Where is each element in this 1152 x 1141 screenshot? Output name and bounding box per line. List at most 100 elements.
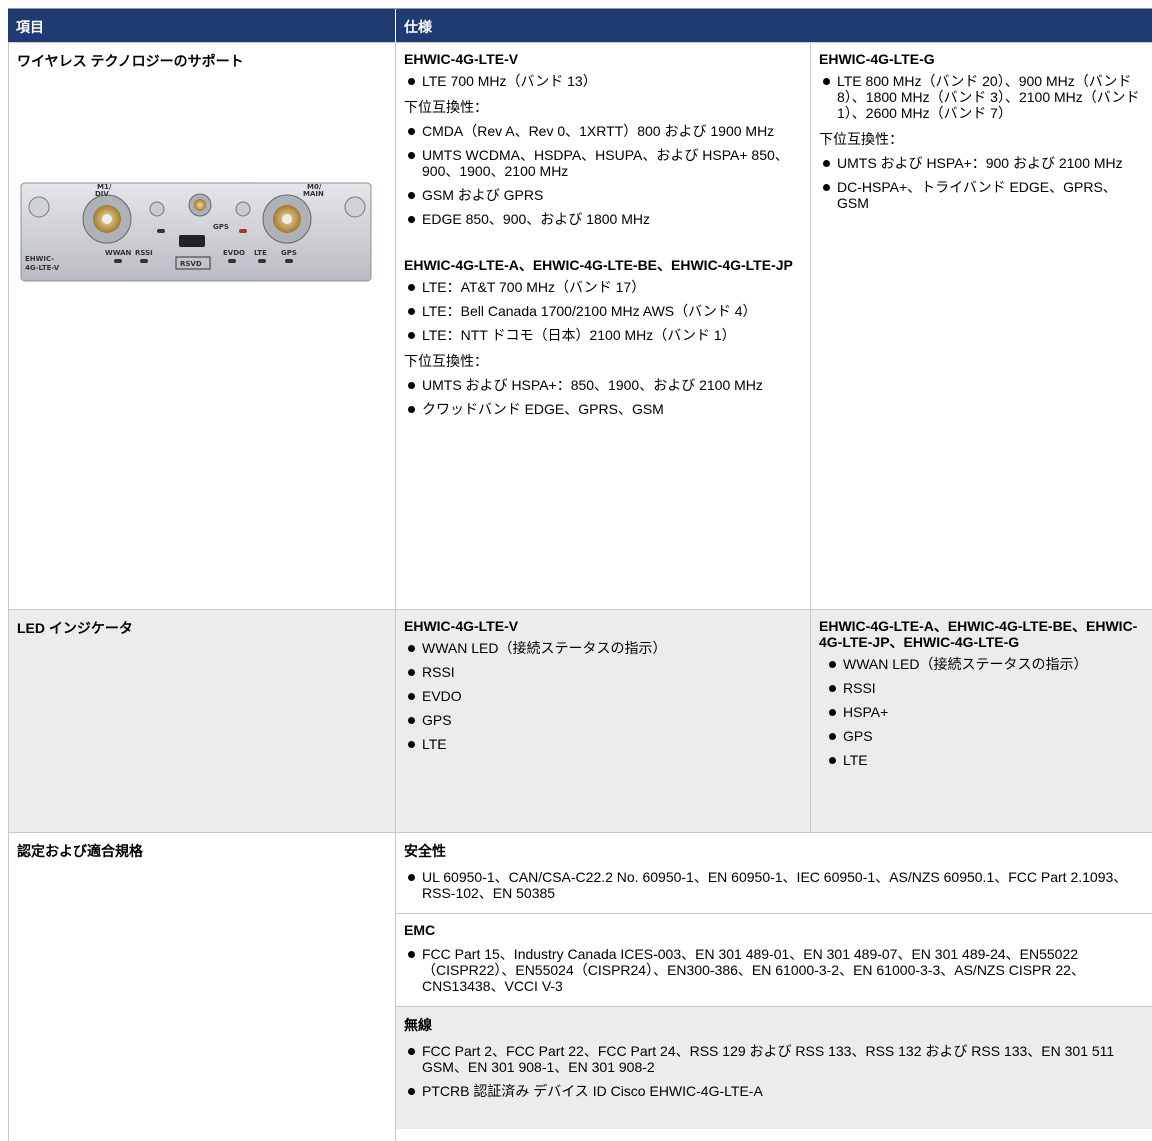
list-item: GPS xyxy=(825,728,1144,744)
table-row: LED インジケータ EHWIC-4G-LTE-V WWAN LED（接続ステータ… xyxy=(8,610,1152,833)
bullet xyxy=(408,382,415,389)
compat-label: 下位互換性： xyxy=(404,353,488,369)
list-item: LTE 700 MHz（バンド 13） xyxy=(404,73,802,89)
bullet xyxy=(408,693,415,700)
list-item: LTE：AT&T 700 MHz（バンド 17） xyxy=(404,279,802,295)
bullet xyxy=(829,661,836,668)
photo-label: 4G-LTE-V xyxy=(25,264,60,272)
model-name: EHWIC-4G-LTE-V xyxy=(404,618,519,634)
list-text: WWAN LED（接続ステータスの指示） xyxy=(843,656,1088,672)
bullet xyxy=(829,733,836,740)
bullet xyxy=(408,717,415,724)
list-text: EVDO xyxy=(422,688,462,704)
list-text: HSPA+ xyxy=(843,704,889,720)
row-item: LED インジケータ xyxy=(8,610,395,832)
list-item: DC-HSPA+、トライバンド EDGE、GPRS、GSM xyxy=(819,179,1144,211)
spec-cell: EHWIC-4G-LTE-V LTE 700 MHz（バンド 13） 下位互換性： C… xyxy=(395,43,810,609)
section: EMC FCC Part 15、Industry Canada ICES-003、… xyxy=(396,914,1152,1007)
list-item: LTE xyxy=(404,736,802,752)
bullet xyxy=(408,1048,415,1055)
list-item: LTE 800 MHz（バンド 20）、900 MHz（バンド 8）、1800 … xyxy=(819,73,1144,121)
list-text: LTE：Bell Canada 1700/2100 MHz AWS（バンド 4） xyxy=(422,303,757,319)
list-text: GPS xyxy=(843,728,873,744)
photo-label: LTE xyxy=(254,249,267,257)
model-name: EHWIC-4G-LTE-V xyxy=(404,51,519,67)
list-item: LTE：NTT ドコモ（日本）2100 MHz（バンド 1） xyxy=(404,327,802,343)
bullet xyxy=(408,284,415,291)
list-text: LTE 800 MHz（バンド 20）、900 MHz（バンド 8）、1800 … xyxy=(837,73,1140,121)
bullet xyxy=(823,184,830,191)
row-item: ワイヤレス テクノロジーのサポート M1/ xyxy=(8,43,395,609)
list-item: EDGE 850、900、および 1800 MHz xyxy=(404,211,802,227)
list-item: CMDA（Rev A、Rev 0、1XRTT）800 および 1900 MHz xyxy=(404,123,802,139)
list-item: FCC Part 2、FCC Part 22、FCC Part 24、RSS 1… xyxy=(404,1043,1144,1075)
list-text: FCC Part 15、Industry Canada ICES-003、EN … xyxy=(422,946,1085,994)
list-text: LTE：NTT ドコモ（日本）2100 MHz（バンド 1） xyxy=(422,327,736,343)
photo-label: DIV xyxy=(95,190,109,198)
bullet xyxy=(408,78,415,85)
list-item: RSSI xyxy=(404,664,802,680)
photo-label: M0/ xyxy=(307,183,322,191)
bullet xyxy=(408,332,415,339)
list-text: UMTS および HSPA+：850、1900、および 2100 MHz xyxy=(422,377,763,393)
bullet xyxy=(408,669,415,676)
photo-label: MAIN xyxy=(303,190,324,198)
header-spec: 仕様 xyxy=(395,9,1152,42)
list-item: UMTS WCDMA、HSDPA、HSUPA、および HSPA+ 850、900… xyxy=(404,147,802,179)
module-photo: M1/ DIV GPS M0/ MAIN EHWIC- 4G-LTE-V WWA… xyxy=(20,182,372,282)
photo-label: WWAN xyxy=(105,249,132,257)
bullet-list: LTE：AT&T 700 MHz（バンド 17） LTE：Bell Canada … xyxy=(404,279,802,343)
list-text: PTCRB 認証済み デバイス ID Cisco EHWIC-4G-LTE-A xyxy=(422,1083,763,1099)
bullet-list: FCC Part 2、FCC Part 22、FCC Part 24、RSS 1… xyxy=(404,1043,1144,1099)
bullet xyxy=(408,308,415,315)
list-item: UMTS および HSPA+：850、1900、および 2100 MHz xyxy=(404,377,802,393)
list-text: LTE xyxy=(422,736,447,752)
bullet-list: UMTS および HSPA+：900 および 2100 MHz DC-HSPA+、… xyxy=(819,155,1144,211)
list-text: DC-HSPA+、トライバンド EDGE、GPRS、GSM xyxy=(837,179,1117,211)
bullet xyxy=(408,874,415,881)
spec-table: 項目 仕様 ワイヤレス テクノロジーのサポート xyxy=(8,8,1152,1141)
header-row: 項目 仕様 xyxy=(8,9,1152,43)
photo-label: M1/ xyxy=(97,183,112,191)
compat-label: 下位互換性： xyxy=(819,131,903,147)
section-title: 安全性 xyxy=(404,843,446,859)
list-item: UL 60950-1、CAN/CSA-C22.2 No. 60950-1、EN … xyxy=(404,869,1144,901)
list-text: UMTS および HSPA+：900 および 2100 MHz xyxy=(837,155,1123,171)
list-item: PTCRB 認証済み デバイス ID Cisco EHWIC-4G-LTE-A xyxy=(404,1083,1144,1099)
list-item: RSSI xyxy=(825,680,1144,696)
bullet xyxy=(829,757,836,764)
model-name: EHWIC-4G-LTE-A、EHWIC-4G-LTE-BE、EHWIC-4G-… xyxy=(404,257,793,273)
list-text: EDGE 850、900、および 1800 MHz xyxy=(422,211,650,227)
list-text: CMDA（Rev A、Rev 0、1XRTT）800 および 1900 MHz xyxy=(422,123,775,139)
bullet xyxy=(408,741,415,748)
bullet xyxy=(829,685,836,692)
bullet xyxy=(408,192,415,199)
list-text: WWAN LED（接続ステータスの指示） xyxy=(422,640,667,656)
row-item: 認定および適合規格 xyxy=(8,833,395,1141)
list-text: UL 60950-1、CAN/CSA-C22.2 No. 60950-1、EN … xyxy=(422,869,1128,901)
photo-label: EHWIC- xyxy=(25,255,54,263)
list-item: WWAN LED（接続ステータスの指示） xyxy=(404,640,802,656)
bullet-list: WWAN LED（接続ステータスの指示） RSSI EVDO GPS LTE xyxy=(404,640,802,752)
bullet-list: UMTS および HSPA+：850、1900、および 2100 MHz クワッド… xyxy=(404,377,802,417)
model-name: EHWIC-4G-LTE-G xyxy=(819,51,935,67)
list-item: FCC Part 15、Industry Canada ICES-003、EN … xyxy=(404,946,1144,994)
list-text: GSM および GPRS xyxy=(422,187,544,203)
spec-cell: 安全性 UL 60950-1、CAN/CSA-C22.2 No. 60950-1、… xyxy=(395,833,1152,1141)
header-item: 項目 xyxy=(16,19,44,35)
spec-cell: EHWIC-4G-LTE-A、EHWIC-4G-LTE-BE、EHWIC-4G-… xyxy=(810,610,1152,832)
section-title: 無線 xyxy=(404,1017,432,1033)
photo-label: GPS xyxy=(281,249,297,257)
list-text: FCC Part 2、FCC Part 22、FCC Part 24、RSS 1… xyxy=(422,1043,1115,1075)
list-item: EVDO xyxy=(404,688,802,704)
bullet xyxy=(408,1088,415,1095)
bullet xyxy=(408,216,415,223)
bullet xyxy=(408,152,415,159)
bullet xyxy=(408,645,415,652)
list-text: LTE 700 MHz（バンド 13） xyxy=(422,73,597,89)
list-text: UMTS WCDMA、HSDPA、HSUPA、および HSPA+ 850、900… xyxy=(422,147,789,179)
bullet xyxy=(823,160,830,167)
list-item: LTE xyxy=(825,752,1144,768)
bullet xyxy=(408,951,415,958)
